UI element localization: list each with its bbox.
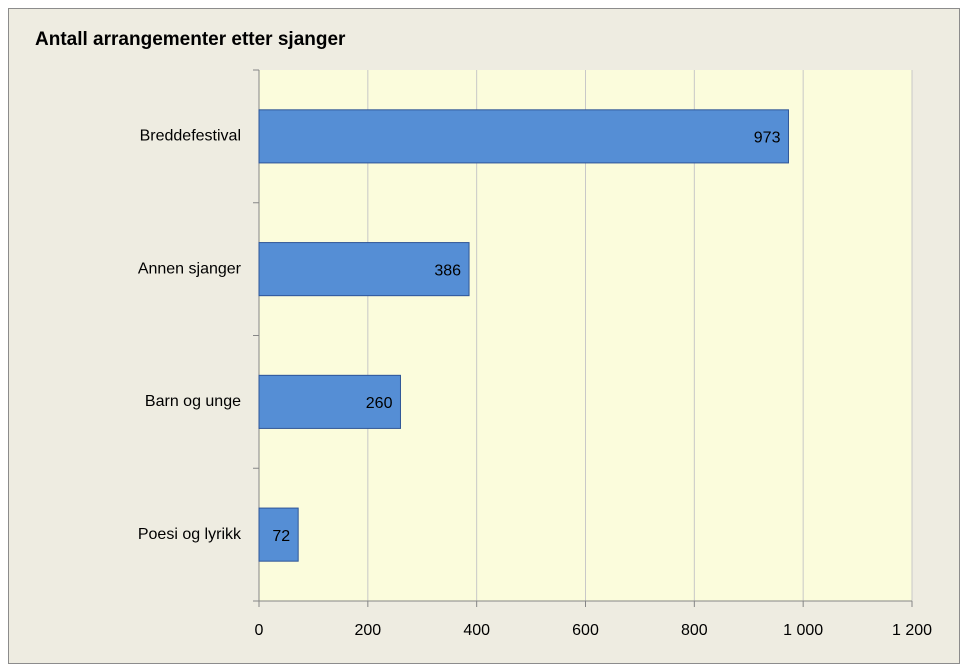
- data-label: 386: [434, 262, 461, 279]
- x-tick-label: 0: [255, 622, 264, 639]
- bar: [258, 109, 789, 164]
- x-tick-label: 1 000: [783, 622, 823, 639]
- chart-title: Antall arrangementer etter sjanger: [35, 29, 346, 50]
- data-label: 260: [366, 395, 393, 412]
- bar: [258, 374, 401, 429]
- bar: [258, 242, 470, 297]
- x-tick-label: 200: [354, 622, 381, 639]
- y-tick-label: Poesi og lyrikk: [138, 526, 242, 543]
- y-tick-label: Breddefestival: [140, 128, 241, 145]
- y-tick-label: Annen sjanger: [138, 260, 242, 277]
- bar: [258, 507, 299, 562]
- y-tick-label: Barn og unge: [145, 393, 241, 410]
- data-label: 973: [754, 130, 781, 147]
- x-tick-label: 400: [463, 622, 490, 639]
- data-label: 72: [272, 528, 290, 545]
- x-tick-label: 600: [572, 622, 599, 639]
- x-tick-label: 800: [681, 622, 708, 639]
- x-tick-label: 1 200: [892, 622, 932, 639]
